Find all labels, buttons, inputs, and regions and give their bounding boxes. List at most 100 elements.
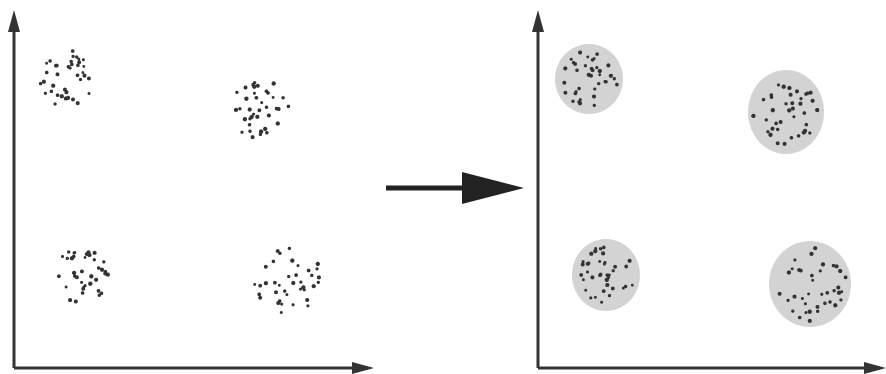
data-point xyxy=(786,298,790,303)
data-point xyxy=(791,309,795,313)
data-point xyxy=(808,90,813,95)
data-point xyxy=(769,93,774,97)
data-point xyxy=(247,107,252,112)
data-point xyxy=(832,289,836,293)
data-point xyxy=(92,258,96,262)
raw-clusters xyxy=(38,49,321,314)
data-point xyxy=(63,96,68,101)
data-point xyxy=(801,130,806,135)
data-point xyxy=(291,303,295,307)
data-point xyxy=(770,108,775,113)
data-point xyxy=(60,254,65,259)
data-point xyxy=(59,94,64,99)
data-point xyxy=(301,285,306,290)
data-point xyxy=(72,250,77,255)
data-point xyxy=(787,108,792,113)
data-point xyxy=(571,60,576,65)
data-point xyxy=(803,302,807,306)
data-point xyxy=(87,92,91,95)
data-point xyxy=(69,62,74,67)
data-point xyxy=(69,59,73,64)
data-point xyxy=(274,290,278,295)
data-point xyxy=(311,284,316,289)
data-point xyxy=(281,96,285,100)
data-point xyxy=(258,129,264,134)
data-point xyxy=(597,68,602,74)
data-point xyxy=(563,90,568,95)
data-point xyxy=(578,98,582,102)
data-point xyxy=(299,280,303,284)
data-point xyxy=(586,55,590,59)
data-point xyxy=(252,91,256,95)
data-point xyxy=(275,249,280,253)
data-point xyxy=(260,101,264,105)
data-point xyxy=(251,82,256,87)
data-point xyxy=(786,270,792,275)
data-point xyxy=(603,80,607,84)
data-point xyxy=(96,266,101,270)
data-point xyxy=(595,52,599,56)
data-point xyxy=(797,315,802,320)
data-point xyxy=(761,97,766,102)
data-point xyxy=(315,261,320,267)
data-point xyxy=(571,99,575,103)
y-axis-arrow-icon xyxy=(8,10,20,32)
data-point xyxy=(790,101,795,106)
cluster-boundary xyxy=(555,44,623,114)
data-point xyxy=(592,103,596,108)
data-point xyxy=(71,270,77,276)
data-point xyxy=(813,246,818,251)
data-point xyxy=(271,95,275,99)
data-point xyxy=(595,66,599,70)
data-point xyxy=(92,250,97,255)
data-point xyxy=(825,290,830,295)
data-point xyxy=(569,57,573,61)
data-point xyxy=(603,260,607,265)
data-point xyxy=(287,274,291,279)
data-point xyxy=(280,302,284,306)
data-point xyxy=(612,77,616,81)
data-point xyxy=(296,264,300,268)
data-point xyxy=(792,294,797,299)
data-point xyxy=(838,268,843,274)
data-point xyxy=(613,264,617,269)
data-point xyxy=(581,260,585,264)
data-point xyxy=(45,61,49,65)
data-point xyxy=(305,298,310,302)
data-point xyxy=(796,134,801,138)
data-point xyxy=(65,256,69,261)
data-point xyxy=(589,251,594,256)
data-point xyxy=(580,262,585,267)
data-point xyxy=(809,251,814,257)
data-point xyxy=(55,63,59,68)
data-point xyxy=(585,270,590,274)
data-point xyxy=(74,275,79,280)
data-point xyxy=(601,289,606,293)
data-point xyxy=(258,295,263,300)
data-point xyxy=(238,107,242,111)
data-point xyxy=(266,91,270,95)
data-point xyxy=(621,286,625,290)
data-point xyxy=(839,298,843,302)
data-point xyxy=(610,286,615,291)
data-point xyxy=(578,50,583,55)
data-point xyxy=(271,259,276,264)
data-point xyxy=(820,262,826,267)
data-point xyxy=(69,256,75,261)
data-point xyxy=(782,141,787,146)
data-point xyxy=(784,102,788,106)
data-point xyxy=(263,264,268,269)
data-point xyxy=(562,80,567,85)
data-point xyxy=(815,108,820,113)
data-point xyxy=(235,90,239,95)
data-point xyxy=(81,58,85,62)
data-point xyxy=(607,276,611,279)
data-point xyxy=(273,280,277,285)
cluster-top-left xyxy=(38,49,91,106)
data-point xyxy=(299,287,302,291)
data-point xyxy=(257,108,262,113)
data-point xyxy=(823,301,827,306)
data-point xyxy=(789,136,794,140)
data-point xyxy=(316,275,321,280)
